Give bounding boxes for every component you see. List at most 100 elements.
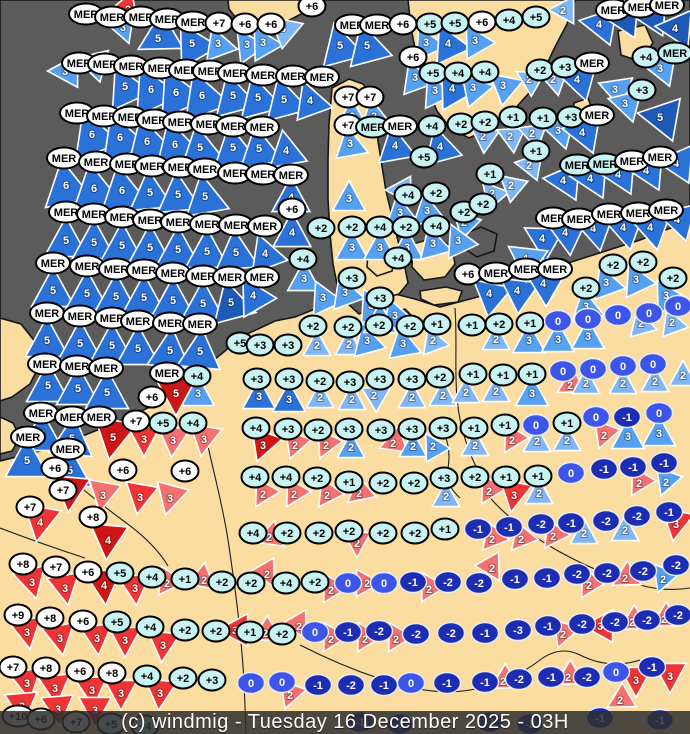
svg-text:2: 2	[560, 5, 566, 17]
sea-marker-oval: MER	[48, 200, 84, 224]
svg-text:5: 5	[45, 380, 51, 392]
svg-text:MER: MER	[626, 208, 651, 220]
svg-text:MER: MER	[567, 214, 592, 226]
wind-triangle: 3	[331, 178, 367, 212]
temperature-oval: +1	[528, 106, 558, 130]
svg-text:5: 5	[204, 246, 210, 258]
svg-text:-3: -3	[513, 625, 523, 637]
svg-text:2: 2	[567, 380, 573, 392]
svg-text:5: 5	[230, 90, 236, 102]
svg-text:3: 3	[432, 85, 438, 97]
temperature-oval: +4	[238, 521, 268, 545]
temperature-oval: +4	[182, 364, 212, 388]
svg-text:5: 5	[104, 387, 110, 399]
svg-text:+3: +3	[406, 374, 419, 386]
svg-text:-2: -2	[346, 680, 356, 692]
wind-triangle: 4	[89, 522, 130, 562]
svg-text:5: 5	[200, 298, 206, 310]
svg-text:4: 4	[643, 165, 650, 177]
svg-text:+8: +8	[87, 512, 100, 524]
svg-text:+6: +6	[397, 19, 410, 31]
svg-text:+3: +3	[559, 62, 572, 74]
svg-text:+7: +7	[50, 562, 63, 574]
svg-text:5: 5	[337, 40, 343, 52]
svg-text:4: 4	[673, 158, 680, 170]
svg-text:0: 0	[555, 316, 561, 328]
temperature-oval: +5	[409, 145, 439, 169]
svg-text:4: 4	[289, 227, 296, 239]
svg-text:2: 2	[264, 569, 270, 581]
svg-text:-2: -2	[601, 516, 611, 528]
wind-triangle: 2	[523, 476, 555, 505]
svg-text:-2: -2	[443, 577, 453, 589]
svg-text:-1: -1	[566, 518, 576, 530]
temperature-oval: 0	[396, 671, 426, 695]
svg-text:MER: MER	[35, 308, 60, 320]
svg-text:2: 2	[536, 488, 542, 500]
temperature-oval: +3	[365, 367, 395, 391]
svg-text:5: 5	[228, 297, 234, 309]
svg-text:2: 2	[550, 74, 556, 86]
sea-marker-oval: MER	[218, 213, 254, 237]
svg-text:+4: +4	[280, 472, 293, 484]
svg-text:MER: MER	[65, 361, 90, 373]
svg-text:MER: MER	[218, 272, 243, 284]
svg-text:2: 2	[349, 394, 355, 406]
temperature-oval: -1	[536, 665, 566, 689]
sea-marker-oval: MER	[648, 198, 684, 222]
svg-text:MER: MER	[565, 160, 590, 172]
svg-text:+8: +8	[106, 668, 119, 680]
svg-text:2: 2	[636, 478, 642, 490]
svg-text:2: 2	[201, 575, 207, 587]
svg-text:-2: -2	[638, 566, 648, 578]
temperature-oval: +2	[446, 112, 476, 136]
temperature-oval: +1	[517, 362, 547, 386]
svg-text:2: 2	[426, 584, 432, 596]
svg-text:2: 2	[622, 573, 628, 585]
temperature-oval: +1	[488, 363, 518, 387]
svg-text:5: 5	[110, 432, 116, 444]
svg-text:+3: +3	[282, 424, 295, 436]
svg-text:2: 2	[266, 532, 272, 544]
temperature-oval: +1	[422, 312, 452, 336]
svg-text:2: 2	[493, 334, 499, 346]
sea-marker-oval: MER	[132, 208, 168, 232]
temperature-oval: +6	[388, 12, 418, 36]
svg-text:+5: +5	[114, 568, 127, 580]
svg-text:2: 2	[526, 74, 532, 86]
temperature-oval: +2	[305, 369, 335, 393]
svg-text:5: 5	[202, 191, 208, 203]
svg-text:MER: MER	[52, 153, 77, 165]
svg-text:+5: +5	[234, 338, 247, 350]
svg-text:5: 5	[155, 33, 161, 45]
svg-text:+2: +2	[434, 372, 447, 384]
temperature-oval: -2	[572, 665, 602, 689]
svg-text:+2: +2	[276, 629, 289, 641]
sea-marker-oval: MER	[574, 51, 610, 75]
svg-text:-1: -1	[659, 458, 669, 470]
wind-triangle: 3	[514, 373, 550, 407]
temperature-oval: 0	[267, 670, 297, 694]
svg-text:5: 5	[173, 388, 179, 400]
temperature-oval: +2	[207, 570, 237, 594]
sea-marker-oval: MER	[120, 309, 156, 333]
svg-text:6: 6	[119, 185, 125, 197]
temperature-oval: +1	[457, 313, 487, 337]
svg-text:+2: +2	[479, 117, 492, 129]
svg-text:4: 4	[579, 127, 586, 139]
svg-text:2: 2	[680, 370, 686, 382]
svg-text:-1: -1	[473, 524, 483, 536]
svg-text:MER: MER	[166, 217, 191, 229]
wind-triangle: 2	[450, 375, 482, 404]
wind-triangle: 3	[206, 25, 240, 62]
temperature-oval: +7	[121, 409, 151, 433]
svg-text:3: 3	[423, 37, 429, 49]
svg-text:5: 5	[170, 295, 176, 307]
svg-text:3: 3	[89, 685, 95, 697]
wind-triangle: 3	[570, 316, 606, 350]
svg-text:4: 4	[37, 517, 44, 529]
svg-text:MER: MER	[104, 264, 129, 276]
svg-text:2: 2	[472, 440, 478, 452]
temperature-oval: -1	[532, 566, 562, 590]
temperature-oval: +7	[41, 555, 71, 579]
